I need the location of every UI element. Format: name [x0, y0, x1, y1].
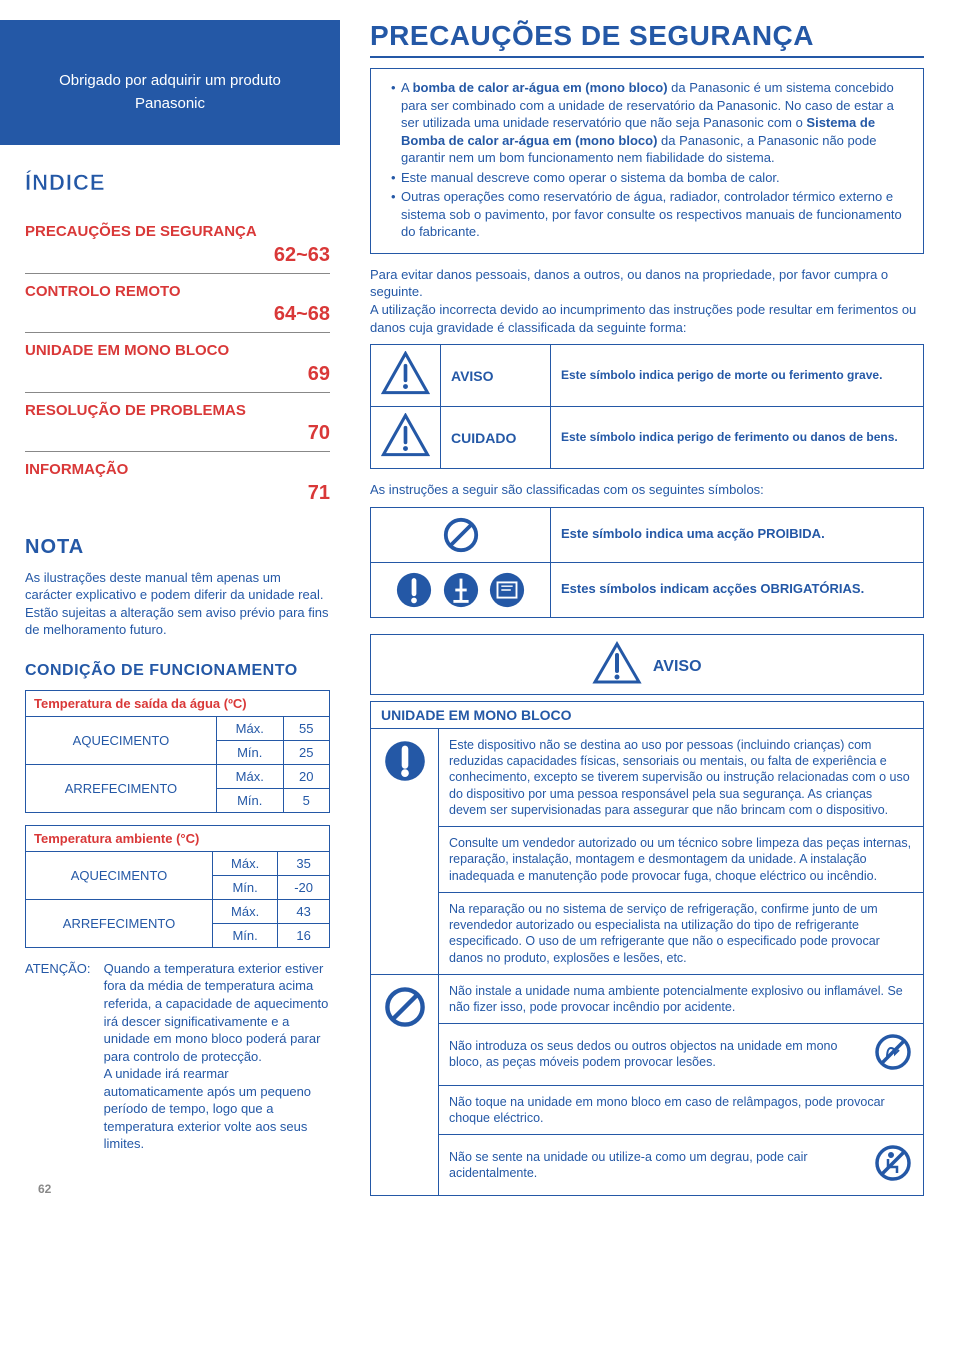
- toc-page: 64~68: [25, 303, 330, 326]
- val-cell: 55: [283, 716, 329, 740]
- prohibited-icon: [371, 507, 551, 562]
- warning-text: Na reparação ou no sistema de serviço de…: [439, 892, 924, 974]
- mandatory-icon: [371, 728, 439, 974]
- warning-text: Consulte um vendedor autorizado ou um té…: [439, 827, 924, 893]
- mode-cell: AQUECIMENTO: [26, 851, 213, 899]
- warning-row: Não introduza os seus dedos ou outros ob…: [439, 1024, 924, 1085]
- ambient-temp-table: Temperatura ambiente (°C) AQUECIMENTO Má…: [25, 825, 330, 948]
- minmax-cell: Máx.: [216, 764, 283, 788]
- toc-item: INFORMAÇÃO 71: [25, 452, 330, 511]
- water-temp-table: Temperatura de saída da água (ºC) AQUECI…: [25, 690, 330, 813]
- warning-text: Não instale a unidade numa ambiente pote…: [439, 974, 924, 1024]
- toc-page: 70: [25, 422, 330, 445]
- warning-triangle-icon: [371, 345, 441, 407]
- aviso-desc: Este símbolo indica perigo de morte ou f…: [551, 345, 924, 407]
- toc-item: PRECAUÇÕES DE SEGURANÇA 62~63: [25, 214, 330, 274]
- val-cell: 35: [278, 851, 330, 875]
- minmax-cell: Mín.: [213, 875, 278, 899]
- toc-label: RESOLUÇÃO DE PROBLEMAS: [25, 401, 330, 421]
- val-cell: 43: [278, 899, 330, 923]
- minmax-cell: Mín.: [213, 923, 278, 947]
- warnings-table: Este dispositivo não se destina ao uso p…: [370, 728, 924, 1197]
- cuidado-label: CUIDADO: [441, 407, 551, 469]
- minmax-cell: Máx.: [213, 851, 278, 875]
- toc-item: CONTROLO REMOTO 64~68: [25, 274, 330, 334]
- right-column: PRECAUÇÕES DE SEGURANÇA A bomba de calor…: [360, 20, 924, 1196]
- action-symbols-table: Este símbolo indica uma acção PROIBIDA. …: [370, 507, 924, 618]
- warning-triangle-icon: [592, 672, 646, 689]
- minmax-cell: Máx.: [216, 716, 283, 740]
- prohibited-icon: [371, 974, 439, 1196]
- cuidado-desc: Este símbolo indica perigo de ferimento …: [551, 407, 924, 469]
- warning-row: Não se sente na unidade ou utilize-a com…: [439, 1135, 924, 1196]
- intro-box: A bomba de calor ar-água em (mono bloco)…: [370, 68, 924, 254]
- no-fingers-icon: [873, 1032, 913, 1076]
- toc-item: UNIDADE EM MONO BLOCO 69: [25, 333, 330, 393]
- thank-you-text: Obrigado por adquirir um produto Panason…: [59, 72, 281, 112]
- toc-page: 69: [25, 363, 330, 386]
- prohibited-desc: Este símbolo indica uma acção PROIBIDA.: [551, 507, 924, 562]
- toc-label: CONTROLO REMOTO: [25, 282, 330, 302]
- toc-item: RESOLUÇÃO DE PROBLEMAS 70: [25, 393, 330, 453]
- nota-title: NOTA: [25, 536, 330, 559]
- intro-item: Outras operações como reservatório de ág…: [391, 188, 911, 241]
- val-cell: -20: [278, 875, 330, 899]
- mode-cell: ARREFECIMENTO: [26, 899, 213, 947]
- nota-text: As ilustrações deste manual têm apenas u…: [25, 569, 330, 639]
- thank-you-box: Obrigado por adquirir um produto Panason…: [0, 20, 340, 145]
- attention-label: ATENÇÃO:: [25, 960, 100, 978]
- aviso-label: AVISO: [441, 345, 551, 407]
- val-cell: 16: [278, 923, 330, 947]
- aviso-banner-label: AVISO: [653, 658, 702, 675]
- table-header: Temperatura de saída da água (ºC): [26, 690, 330, 716]
- mandatory-icons: [371, 562, 551, 617]
- val-cell: 25: [283, 740, 329, 764]
- intro-item: A bomba de calor ar-água em (mono bloco)…: [391, 79, 911, 167]
- toc-label: UNIDADE EM MONO BLOCO: [25, 341, 330, 361]
- page-title: PRECAUÇÕES DE SEGURANÇA: [370, 20, 924, 58]
- cond-title: CONDIÇÃO DE FUNCIONAMENTO: [25, 661, 330, 680]
- warning-text: Não introduza os seus dedos ou outros ob…: [449, 1038, 865, 1071]
- symbols-intro: As instruções a seguir são classificadas…: [370, 481, 924, 499]
- intro-paragraph: Para evitar danos pessoais, danos a outr…: [370, 266, 924, 336]
- toc-page: 62~63: [25, 244, 330, 267]
- table-header: Temperatura ambiente (°C): [26, 825, 330, 851]
- warning-text: Não toque na unidade em mono bloco em ca…: [439, 1085, 924, 1135]
- warning-text: Este dispositivo não se destina ao uso p…: [439, 728, 924, 826]
- val-cell: 20: [283, 764, 329, 788]
- mandatory-desc: Estes símbolos indicam acções OBRIGATÓRI…: [551, 562, 924, 617]
- mode-cell: AQUECIMENTO: [26, 716, 217, 764]
- minmax-cell: Mín.: [216, 788, 283, 812]
- section-header: UNIDADE EM MONO BLOCO: [370, 701, 924, 728]
- severity-table: AVISO Este símbolo indica perigo de mort…: [370, 344, 924, 469]
- minmax-cell: Máx.: [213, 899, 278, 923]
- intro-item: Este manual descreve como operar o siste…: [391, 169, 911, 187]
- toc-page: 71: [25, 482, 330, 505]
- no-sitting-icon: [873, 1143, 913, 1187]
- toc-title: ÍNDICE: [25, 170, 330, 196]
- toc-label: INFORMAÇÃO: [25, 460, 330, 480]
- toc-label: PRECAUÇÕES DE SEGURANÇA: [25, 222, 330, 242]
- val-cell: 5: [283, 788, 329, 812]
- mode-cell: ARREFECIMENTO: [26, 764, 217, 812]
- left-column: Obrigado por adquirir um produto Panason…: [0, 20, 360, 1196]
- minmax-cell: Mín.: [216, 740, 283, 764]
- attention-text: Quando a temperatura exterior estiver fo…: [104, 960, 329, 1153]
- aviso-banner: AVISO: [370, 634, 924, 695]
- attention-block: ATENÇÃO: Quando a temperatura exterior e…: [25, 960, 330, 1153]
- page-number: 62: [38, 1182, 51, 1196]
- warning-text: Não se sente na unidade ou utilize-a com…: [449, 1149, 865, 1182]
- caution-triangle-icon: [371, 407, 441, 469]
